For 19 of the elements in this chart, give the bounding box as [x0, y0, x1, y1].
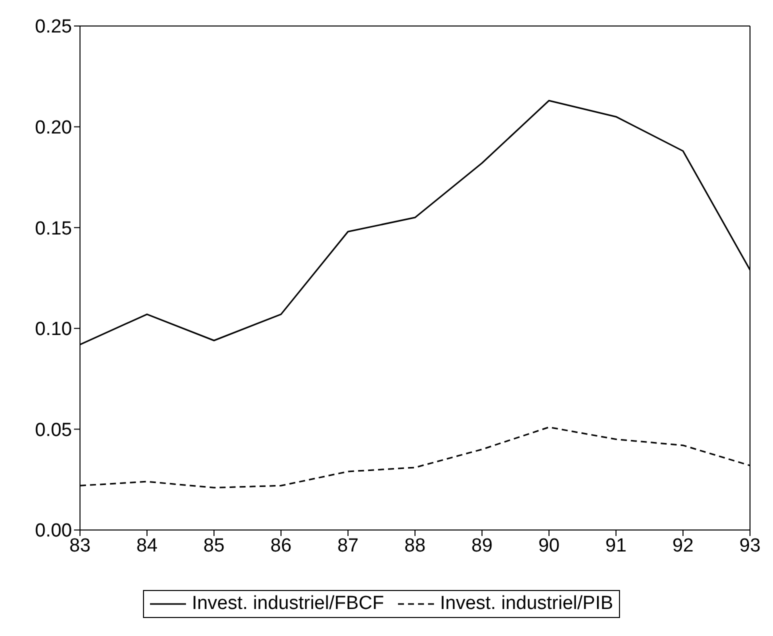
y-tick-label: 0.25: [35, 16, 72, 38]
y-tick-label: 0.10: [35, 319, 72, 340]
x-tick-label: 87: [337, 535, 359, 556]
x-tick-label: 93: [739, 535, 761, 556]
y-tick-label: 0.20: [35, 118, 72, 139]
x-tick-label: 88: [404, 535, 426, 556]
legend-label: Invest. industriel/FBCF: [192, 593, 384, 615]
y-tick-label: 0.00: [35, 520, 72, 542]
x-tick-label: 91: [605, 535, 627, 556]
legend-label: Invest. industriel/PIB: [440, 593, 614, 615]
x-tick-label: 92: [672, 535, 694, 556]
x-tick-label: 89: [471, 535, 493, 556]
y-tick-label: 0.15: [35, 218, 72, 240]
x-tick-label: 83: [69, 535, 91, 556]
x-tick-label: 85: [203, 535, 225, 556]
x-tick-label: 84: [136, 535, 158, 556]
x-tick-label: 86: [270, 535, 292, 556]
x-tick-label: 90: [538, 535, 560, 556]
y-tick-label: 0.05: [35, 420, 72, 441]
